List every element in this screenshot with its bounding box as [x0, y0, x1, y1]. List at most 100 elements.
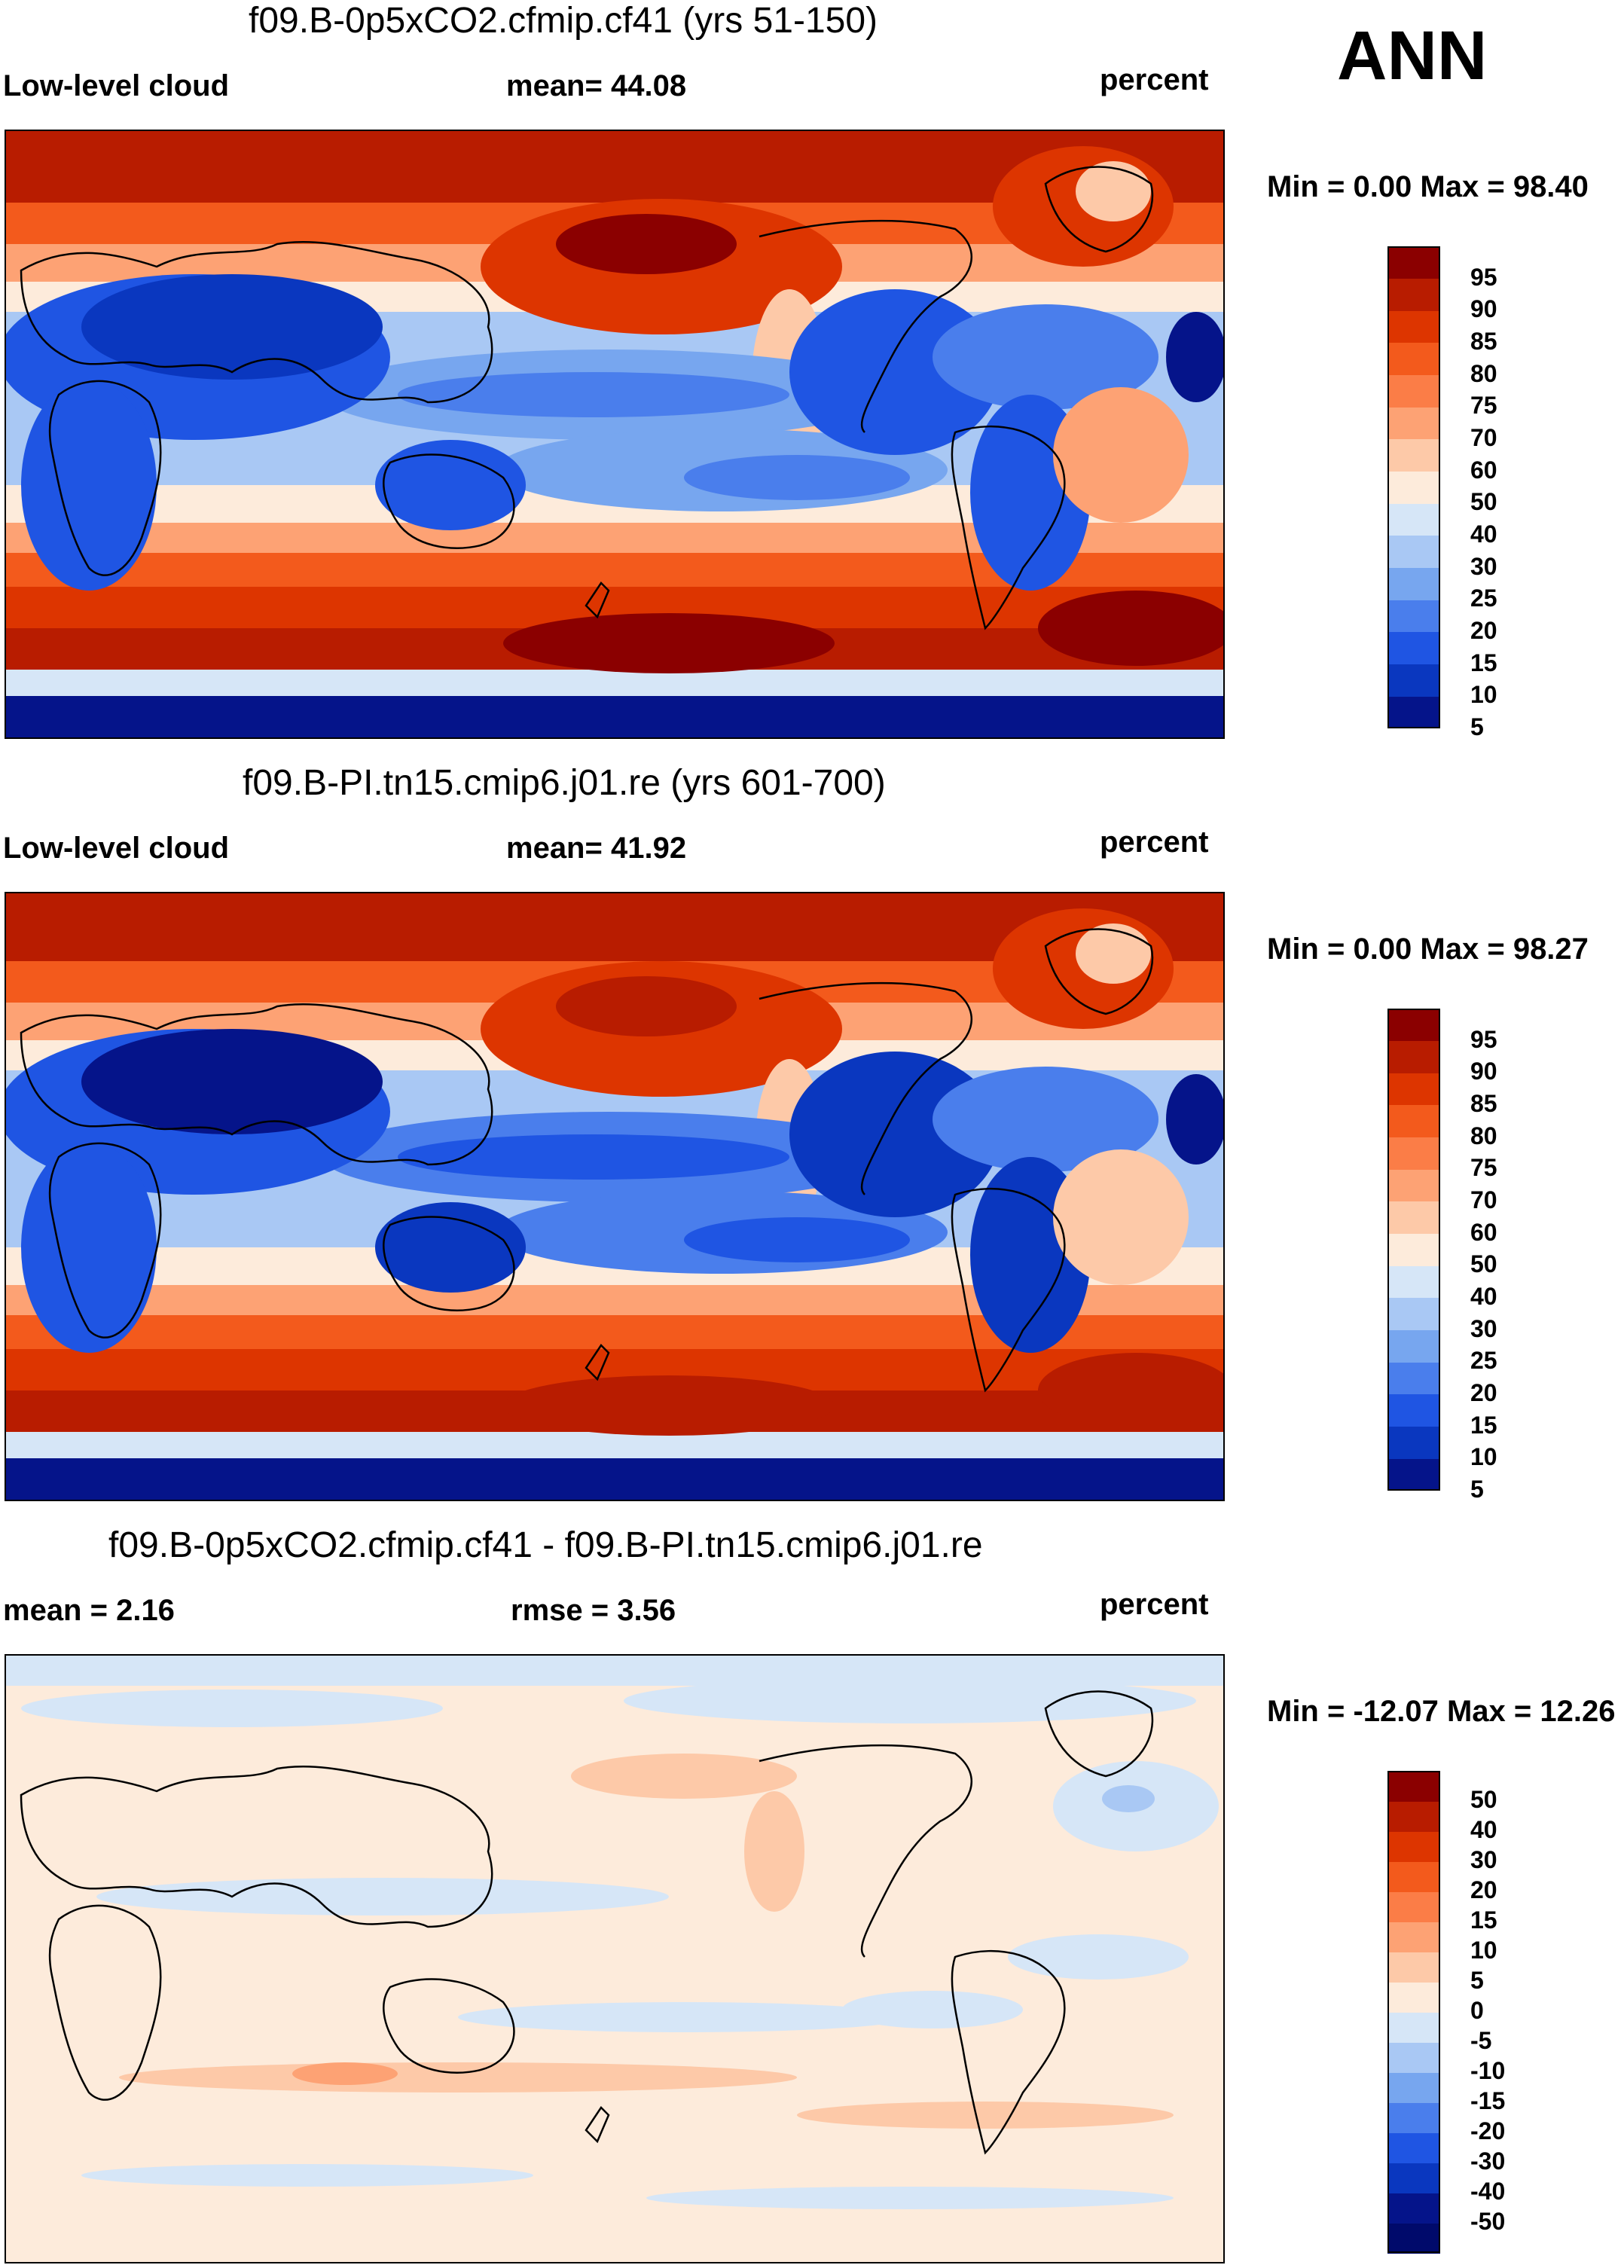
colorbar-tick-label: 5	[1470, 1476, 1484, 1503]
panel1-units-label: percent	[1100, 63, 1209, 96]
colorbar-tick-label: 50	[1470, 1250, 1497, 1278]
panel2-mean-label: mean= 41.92	[506, 832, 687, 865]
panel2-units-label: percent	[1100, 826, 1209, 859]
colorbar-swatch	[1387, 1009, 1440, 1042]
panel3-rmse-label: rmse = 3.56	[511, 1594, 676, 1627]
colorbar-swatch	[1387, 2163, 1440, 2193]
colorbar-tick-label: -50	[1470, 2208, 1506, 2235]
colorbar-tick-label: 70	[1470, 424, 1497, 451]
colorbar-tick-label: -30	[1470, 2147, 1506, 2175]
colorbar-swatch	[1387, 664, 1440, 697]
panel2-field	[6, 893, 1223, 1500]
colorbar-tick-label: 40	[1470, 520, 1497, 548]
colorbar-tick-label: 20	[1470, 617, 1497, 644]
colorbar-swatch	[1387, 600, 1440, 633]
colorbar-tick-label: 30	[1470, 1314, 1497, 1342]
colorbar-swatch	[1387, 1771, 1440, 1802]
colorbar-tick-label: 5	[1470, 1967, 1484, 1994]
colorbar-swatch	[1387, 1169, 1440, 1202]
colorbar-tick-label: 40	[1470, 1283, 1497, 1310]
colorbar-swatch	[1387, 1952, 1440, 1983]
colorbar-tick-label: 60	[1470, 456, 1497, 484]
colorbar-swatch	[1387, 1394, 1440, 1427]
colorbar-tick-label: 95	[1470, 1025, 1497, 1053]
colorbar-swatch	[1387, 503, 1440, 536]
colorbar-tick-label: 80	[1470, 1122, 1497, 1149]
panel3-map	[5, 1654, 1225, 2263]
colorbar-tick-label: 25	[1470, 585, 1497, 612]
colorbar-tick-label: -10	[1470, 2057, 1506, 2084]
colorbar-tick-label: 85	[1470, 1090, 1497, 1117]
colorbar-swatch	[1387, 1891, 1440, 1922]
panel3-minmax: Min = -12.07 Max = 12.26	[1267, 1695, 1616, 1728]
colorbar-swatch	[1387, 471, 1440, 504]
panel1-variable-label: Low-level cloud	[3, 69, 230, 102]
panel1-map	[5, 130, 1225, 739]
colorbar-swatch	[1387, 2102, 1440, 2133]
panel1-title: f09.B-0p5xCO2.cfmip.cf41 (yrs 51-150)	[249, 1, 878, 41]
colorbar-swatch	[1387, 1298, 1440, 1331]
panel2-variable-label: Low-level cloud	[3, 832, 230, 865]
colorbar-tick-label: 10	[1470, 1937, 1497, 1964]
colorbar-swatch	[1387, 2223, 1440, 2254]
panel3-units-label: percent	[1100, 1588, 1209, 1621]
colorbar-swatch	[1387, 1040, 1440, 1073]
panel2-title: f09.B-PI.tn15.cmip6.j01.re (yrs 601-700)	[243, 763, 886, 803]
colorbar-swatch	[1387, 1329, 1440, 1363]
colorbar-tick-label: -5	[1470, 2027, 1492, 2054]
colorbar-swatch	[1387, 1233, 1440, 1266]
colorbar-swatch	[1387, 374, 1440, 408]
panel1-minmax: Min = 0.00 Max = 98.40	[1267, 170, 1589, 203]
colorbar-swatch	[1387, 2012, 1440, 2043]
colorbar-tick-label: -15	[1470, 2087, 1506, 2114]
colorbar-tick-label: 15	[1470, 649, 1497, 676]
colorbar-tick-label: 85	[1470, 328, 1497, 355]
colorbar-swatch	[1387, 2193, 1440, 2224]
colorbar-tick-label: 10	[1470, 1443, 1497, 1471]
colorbar-tick-label: 10	[1470, 681, 1497, 709]
colorbar-tick-label: 50	[1470, 488, 1497, 516]
colorbar-swatch	[1387, 2072, 1440, 2103]
colorbar-swatch	[1387, 246, 1440, 279]
colorbar-swatch	[1387, 1201, 1440, 1235]
colorbar-swatch	[1387, 2132, 1440, 2163]
panel3-colorbar-frame	[1387, 1771, 1440, 2253]
colorbar-swatch	[1387, 1265, 1440, 1299]
colorbar-swatch	[1387, 696, 1440, 729]
colorbar-tick-label: 90	[1470, 1058, 1497, 1085]
season-label: ANN	[1337, 17, 1488, 94]
colorbar-tick-label: 95	[1470, 263, 1497, 291]
colorbar-tick-label: -40	[1470, 2178, 1506, 2205]
colorbar-tick-label: 25	[1470, 1347, 1497, 1375]
colorbar-swatch	[1387, 567, 1440, 600]
colorbar-tick-label: 15	[1470, 1906, 1497, 1934]
panel3-field	[6, 1656, 1223, 2262]
colorbar-swatch	[1387, 1922, 1440, 1952]
colorbar-swatch	[1387, 439, 1440, 472]
panel1-field	[6, 131, 1223, 737]
colorbar-tick-label: 90	[1470, 295, 1497, 323]
panel2-map	[5, 892, 1225, 1501]
panel1-colorbar-frame	[1387, 246, 1440, 728]
colorbar-swatch	[1387, 343, 1440, 376]
panel3-mean-label: mean = 2.16	[3, 1594, 175, 1627]
colorbar-swatch	[1387, 1105, 1440, 1138]
colorbar-tick-label: 60	[1470, 1218, 1497, 1246]
panel3-title: f09.B-0p5xCO2.cfmip.cf41 - f09.B-PI.tn15…	[108, 1525, 983, 1565]
colorbar-tick-label: 40	[1470, 1816, 1497, 1843]
colorbar-swatch	[1387, 1861, 1440, 1892]
colorbar-tick-label: 0	[1470, 1997, 1484, 2024]
colorbar-swatch	[1387, 407, 1440, 440]
colorbar-swatch	[1387, 1982, 1440, 2013]
panel2-minmax: Min = 0.00 Max = 98.27	[1267, 933, 1589, 966]
colorbar-tick-label: 80	[1470, 359, 1497, 387]
colorbar-swatch	[1387, 310, 1440, 343]
colorbar-swatch	[1387, 1426, 1440, 1459]
colorbar-tick-label: 15	[1470, 1411, 1497, 1439]
colorbar-tick-label: 75	[1470, 1154, 1497, 1182]
colorbar-swatch	[1387, 2042, 1440, 2073]
colorbar-tick-label: 50	[1470, 1786, 1497, 1813]
colorbar-swatch	[1387, 1801, 1440, 1832]
colorbar-tick-label: 20	[1470, 1379, 1497, 1406]
colorbar-swatch	[1387, 1073, 1440, 1106]
